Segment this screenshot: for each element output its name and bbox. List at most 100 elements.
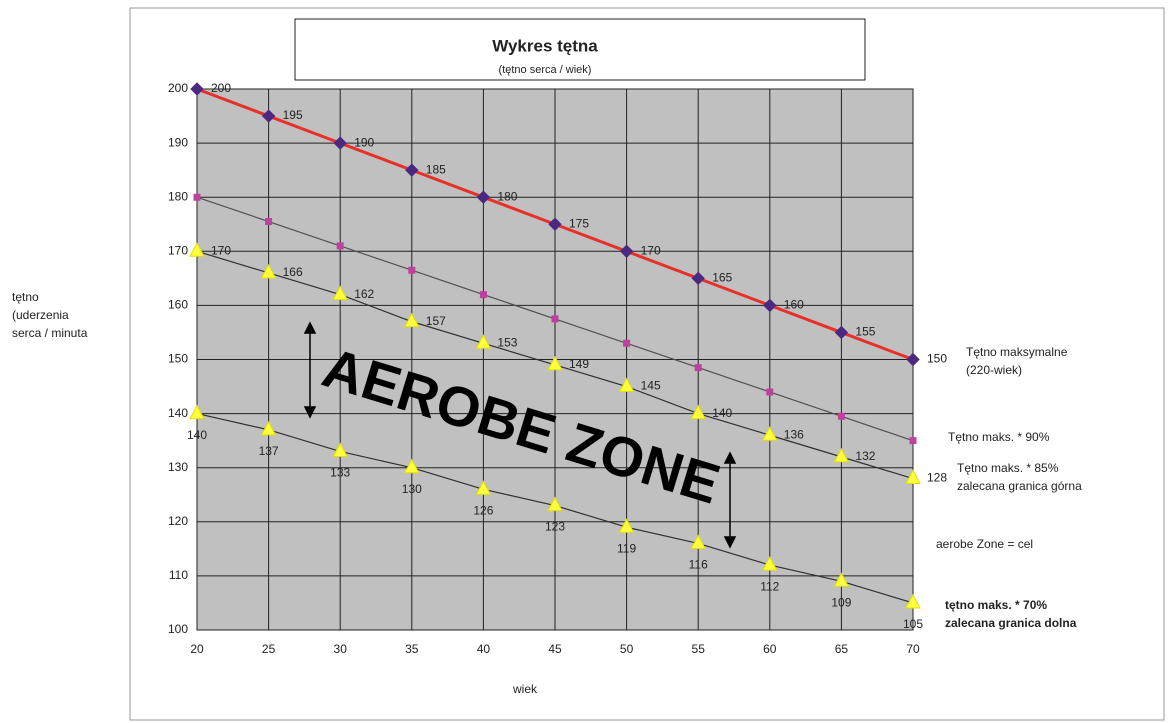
point [618, 518, 635, 533]
point [547, 496, 563, 512]
x-axis-title: wiek [512, 682, 538, 696]
data-label: 145 [641, 379, 661, 393]
point [694, 364, 702, 372]
data-label: 126 [473, 504, 493, 518]
point [690, 534, 707, 549]
data-label: 150 [927, 352, 947, 366]
x-tick-label: 50 [620, 642, 634, 656]
y-tick-label: 180 [168, 189, 188, 203]
point [189, 404, 205, 420]
point [260, 420, 277, 436]
point [761, 426, 778, 441]
data-label: 123 [545, 520, 565, 534]
point [906, 352, 920, 367]
data-label: 162 [354, 287, 374, 301]
point [475, 480, 492, 495]
data-label: 160 [784, 298, 804, 312]
data-label: 155 [855, 325, 875, 339]
data-label: 166 [283, 265, 303, 279]
data-label: 130 [402, 482, 422, 496]
point [833, 447, 850, 463]
y-tick-label: 130 [168, 460, 188, 474]
data-label: 185 [426, 162, 446, 176]
point [618, 377, 635, 393]
point [909, 437, 917, 445]
point [619, 244, 634, 259]
y-tick-label: 140 [168, 406, 188, 420]
point [766, 388, 774, 396]
point [833, 572, 850, 587]
data-label: 180 [497, 189, 517, 203]
y-tick-label: 100 [168, 622, 188, 636]
data-label: 175 [569, 216, 589, 230]
data-label: 149 [569, 357, 589, 371]
data-label: 140 [187, 428, 207, 442]
point [336, 242, 344, 250]
point [761, 556, 778, 571]
data-label: 153 [497, 335, 517, 349]
series-label: Tętno maks. * 90% [948, 430, 1050, 444]
point [261, 109, 276, 123]
point [332, 285, 349, 301]
data-label: 132 [855, 449, 875, 463]
point [260, 263, 277, 279]
data-label: 200 [211, 81, 231, 95]
point [763, 298, 777, 313]
point [837, 412, 845, 420]
point [476, 190, 491, 204]
data-label: 105 [903, 617, 923, 631]
data-label: 170 [641, 243, 661, 257]
point [475, 334, 492, 349]
data-label: 133 [330, 466, 350, 480]
series-label: Tętno maks. * 85% zalecana granica górna [957, 461, 1082, 493]
x-tick-label: 35 [405, 642, 419, 656]
series-label: tętno maks. * 70% zalecana granica dolna [945, 598, 1077, 630]
point [405, 163, 419, 177]
data-label: 112 [760, 579, 779, 593]
x-tick-label: 70 [906, 642, 920, 656]
x-tick-label: 20 [190, 642, 204, 656]
point [265, 218, 273, 226]
point [905, 593, 921, 609]
data-label: 116 [689, 558, 708, 572]
x-tick-label: 45 [548, 642, 562, 656]
point [551, 315, 559, 323]
x-tick-label: 60 [763, 642, 777, 656]
annotation: aerobe Zone = cel [936, 537, 1034, 551]
point [690, 404, 707, 420]
y-tick-label: 170 [168, 243, 188, 257]
point [834, 325, 849, 340]
data-label: 136 [784, 427, 804, 441]
x-tick-label: 25 [262, 642, 276, 656]
point [479, 291, 487, 299]
data-label: 190 [354, 135, 374, 149]
data-label: 119 [617, 541, 636, 555]
data-label: 109 [831, 595, 851, 609]
y-tick-label: 150 [168, 352, 188, 366]
point [333, 136, 347, 150]
series-label: Tętno maksymalne (220-wiek) [966, 345, 1068, 377]
chart-title: Wykres tętna [492, 36, 598, 55]
point [403, 312, 420, 328]
point [623, 339, 631, 347]
point [193, 193, 201, 201]
x-tick-label: 30 [334, 642, 348, 656]
data-label: 157 [426, 314, 446, 328]
point [548, 217, 562, 231]
y-tick-label: 110 [169, 568, 188, 582]
x-tick-label: 65 [835, 642, 849, 656]
point [905, 469, 921, 485]
y-axis-title: tętno (uderzenia serca / minuta [12, 290, 88, 340]
data-label: 165 [712, 271, 732, 285]
y-tick-label: 120 [168, 514, 188, 528]
zone-arrows [303, 321, 737, 549]
chart-subtitle: (tętno serca / wiek) [499, 64, 592, 76]
y-tick-label: 190 [168, 135, 188, 149]
x-tick-label: 55 [692, 642, 706, 656]
x-tick-label: 40 [477, 642, 491, 656]
point [403, 458, 420, 474]
data-label: 137 [259, 444, 279, 458]
point [332, 442, 349, 457]
